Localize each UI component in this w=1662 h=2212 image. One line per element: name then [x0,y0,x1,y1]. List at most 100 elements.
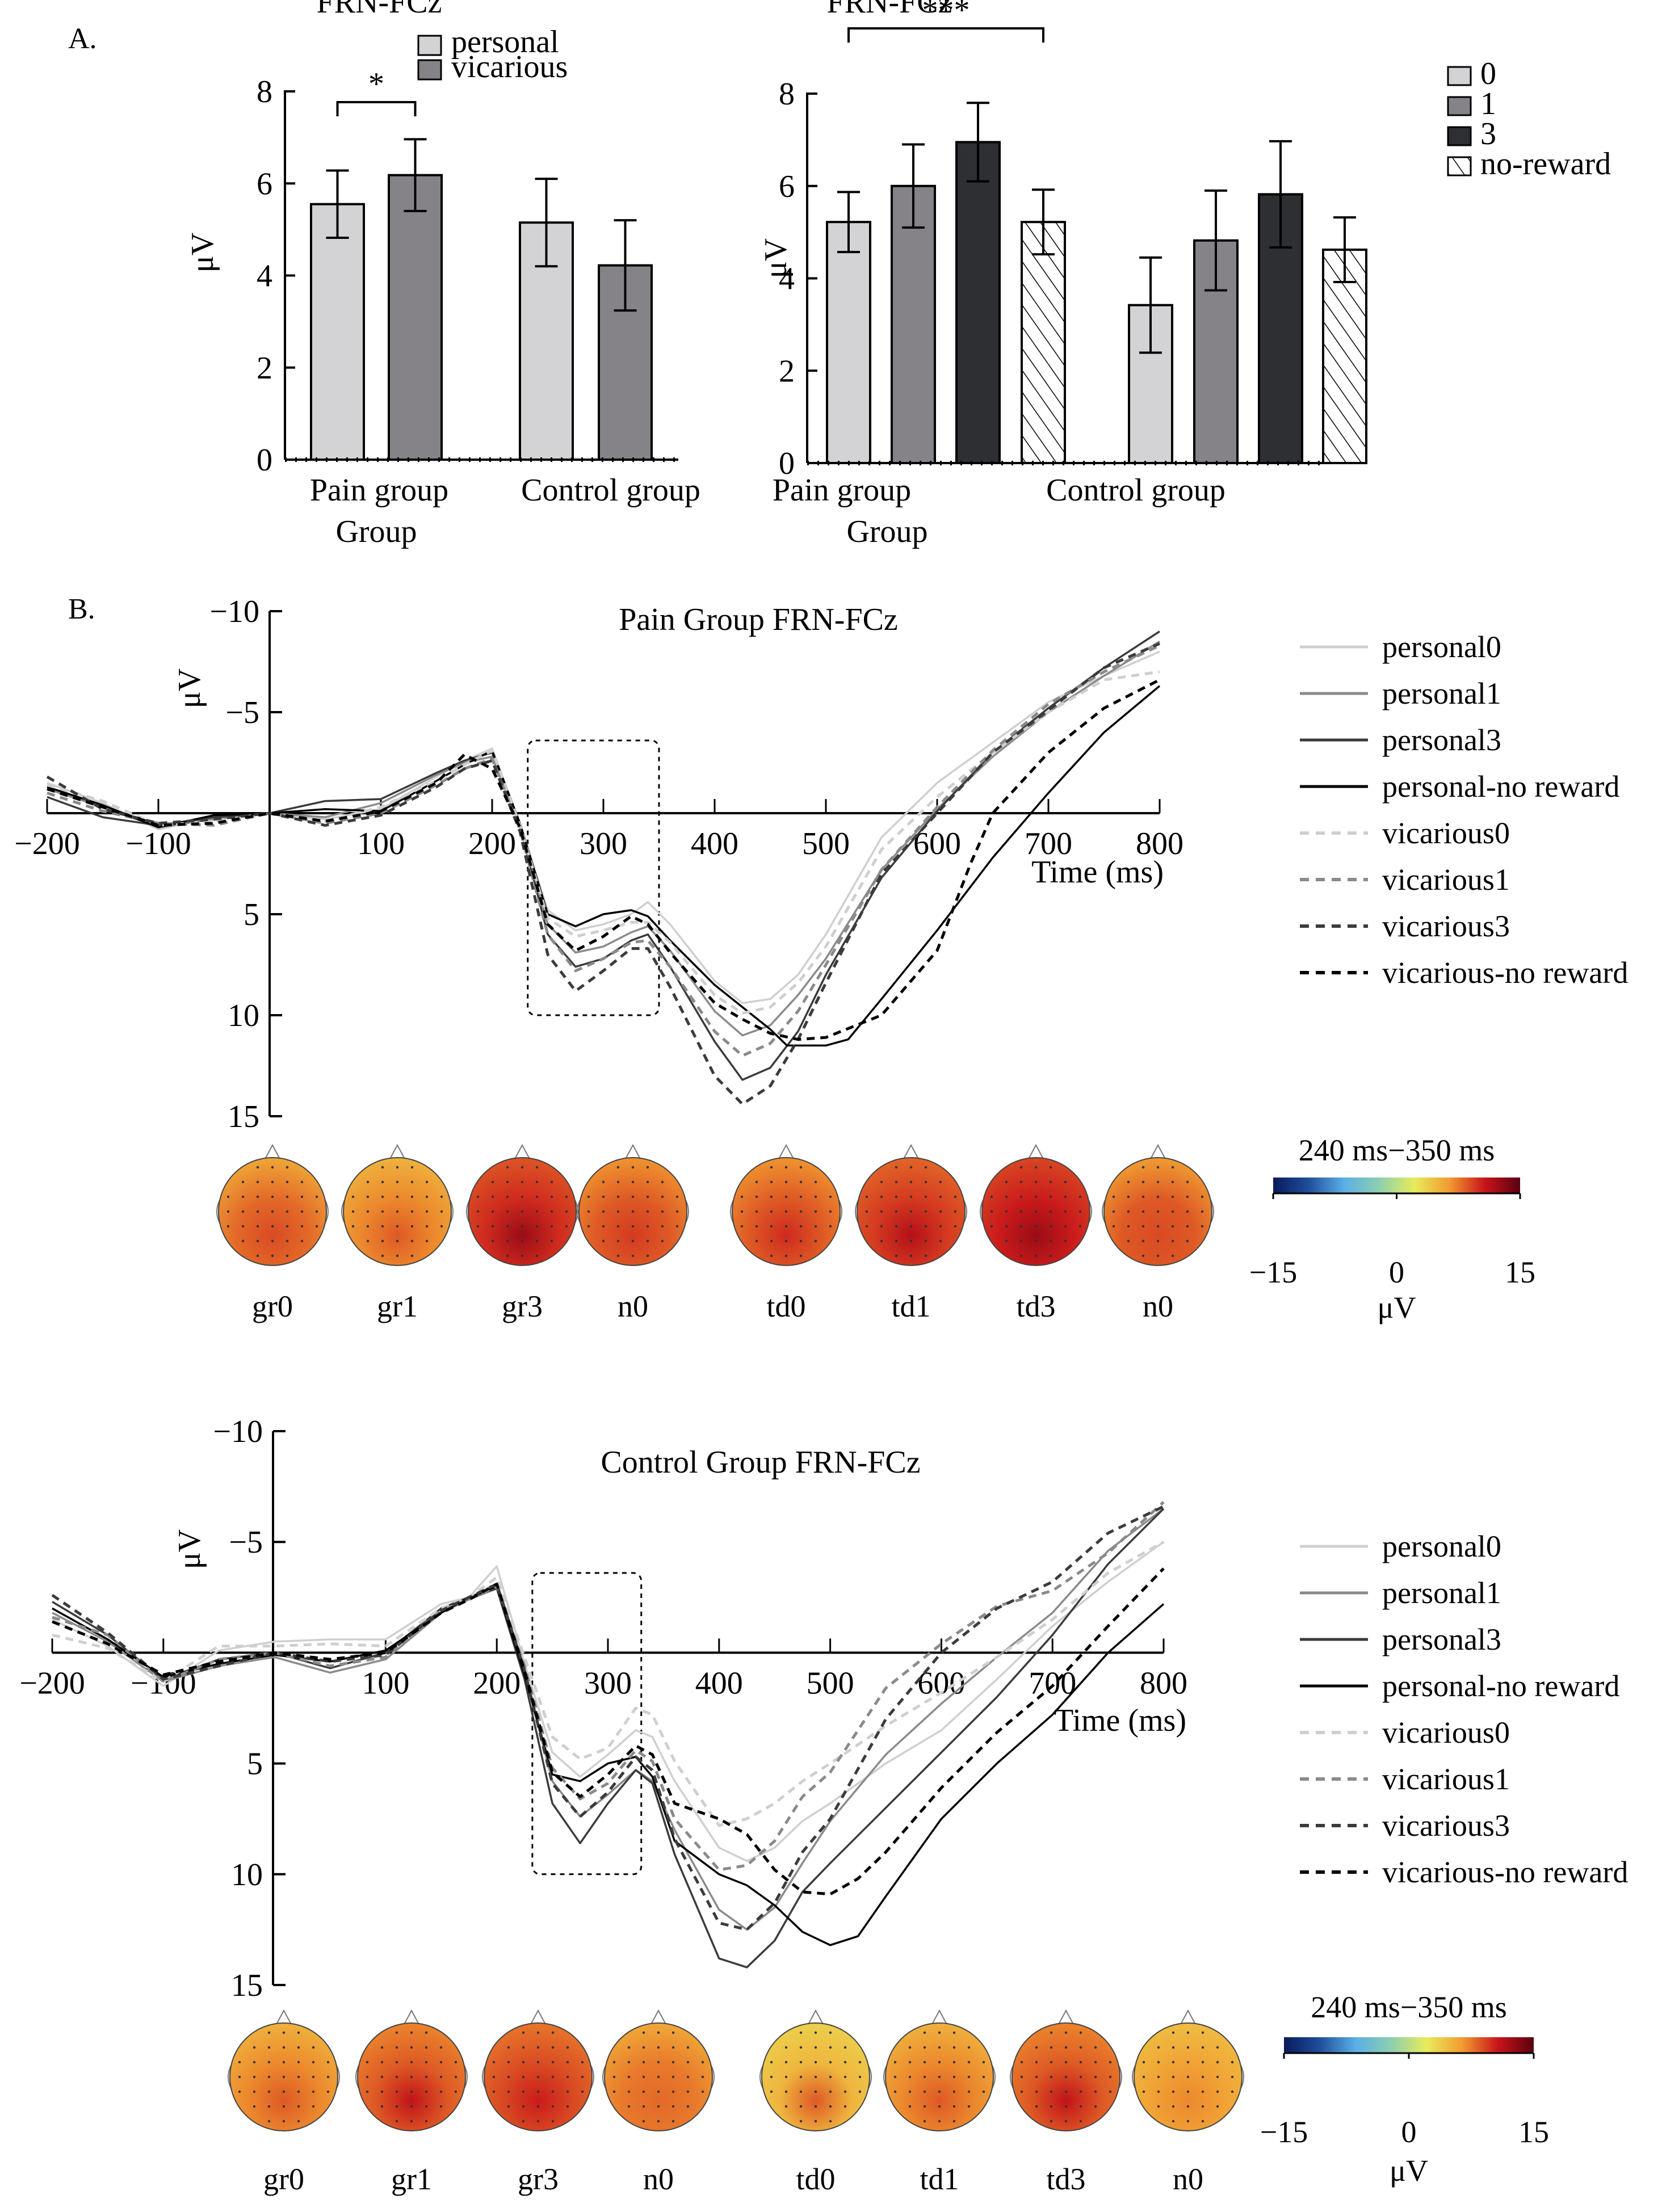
electrode-dot [843,2060,847,2064]
x-tick-label: 700 [1025,826,1072,861]
electrode-dot [1231,2060,1234,2064]
electrode-dot [1112,1195,1115,1198]
electrode-dot [1186,2031,1190,2034]
colorbar-title: 240 ms−350 ms [1299,1133,1495,1167]
electrode-dot [550,1180,553,1184]
electrode-dot [366,2060,369,2064]
legend-label: vicarious0 [1382,1715,1510,1750]
electrode-dot [282,2060,286,2064]
electrode-dot [551,2090,555,2093]
electrode-dot [550,1239,553,1243]
electrode-dot [253,2075,256,2079]
electrode-dot [657,2105,660,2108]
erp-line-personal1 [52,1508,1165,1931]
bar [1128,304,1173,464]
electrode-dot [642,2120,645,2123]
electrode-dot [1035,2105,1038,2108]
electrode-dot [1050,2120,1053,2123]
electrode-dot [671,2075,675,2079]
electrode-dot [675,1195,679,1198]
electrode-dot [1171,1254,1174,1258]
electrode-dot [551,2046,555,2049]
legend-swatch-3 [1447,126,1472,146]
electrode-dot [286,1239,289,1243]
electrode-dot [675,1210,679,1213]
electrode-dot [814,1195,817,1198]
electrode-dot [1064,2075,1068,2079]
head-nose [807,2009,824,2026]
significance-bracket [847,27,1044,43]
electrode-dot [535,1254,539,1258]
y-tick-label: −10 [209,594,259,629]
electrode-dot [1079,2120,1082,2123]
electrode-dot [492,2060,496,2064]
electrode-dot [1005,1239,1008,1243]
electrode-dot [938,2120,941,2123]
x-axis-label: Group [335,514,417,549]
electrode-dot [924,1166,927,1169]
electrode-dot [701,2060,704,2064]
electrode-dot [909,1180,913,1184]
legend: personal vicarious [417,24,568,85]
electrode-dot [326,2060,330,2064]
electrode-dot [880,1195,883,1198]
electrode-dot [952,2120,956,2123]
electrode-dot [256,1180,259,1184]
electrode-dot [1034,1195,1038,1198]
electrode-dot [1112,1210,1115,1213]
electrode-dot [642,2075,645,2079]
electrode-dot [642,2031,645,2034]
electrode-dot [1172,2120,1175,2123]
electrode-dot [1094,2105,1097,2108]
legend-label: no-reward [1480,146,1611,182]
electrode-dot [1172,2105,1175,2108]
electrode-dot [671,2031,675,2034]
electrode-dot [1216,2075,1219,2079]
electrode-dot [1141,1210,1145,1213]
electrode-dot [1049,1210,1052,1213]
electrode-dot [1064,2060,1068,2064]
topomap-row-pain: gr0 gr1 gr3 n0 td0 td1 td3 n0 240 ms−350 ms −15 0 1… [216,1133,1535,1324]
category-label: Control group [521,473,700,508]
topomap-head [602,2009,715,2131]
electrode-dot [521,1210,524,1213]
x-tick-label: 300 [584,1666,632,1701]
electrode-dot [1079,2046,1082,2049]
head-nose [1027,1143,1044,1160]
electrode-dot [924,1239,927,1243]
electrode-dot [297,2060,300,2064]
electrode-dot [1201,1195,1204,1198]
legend-label: vicarious-no reward [1382,1855,1628,1889]
erp-line-vicarious3 [51,1505,1165,1931]
legend-label: vicarious0 [1382,816,1510,850]
electrode-dot [843,2046,847,2049]
electrode-dot [1141,1239,1145,1243]
electrode-dot [1216,2105,1219,2108]
electrode-dot [581,2075,584,2079]
electrode-dot [755,1180,758,1184]
electrode-dot [1201,2060,1204,2064]
head-nose [264,1143,281,1160]
electrode-dot [1156,1195,1160,1198]
electrode-dot [671,2090,675,2093]
electrode-dot [627,2075,631,2079]
electrode-dot [784,2060,788,2064]
electrode-dot [1142,2090,1145,2093]
electrode-dot [522,2046,525,2049]
legend-label: vicarious3 [1382,1809,1510,1843]
electrode-dot [858,2090,862,2093]
electrode-dot [1019,1210,1023,1213]
electrode-dot [366,2090,369,2093]
electrode-dot [238,2090,241,2093]
significance-bracket [336,101,417,116]
electrode-dot [1079,2090,1082,2093]
electrode-dot [1172,2075,1175,2079]
electrode-dot [506,1254,509,1258]
electrode-dot [616,1210,620,1213]
electrode-dot [425,1225,429,1228]
electrode-dot [381,1166,384,1169]
electrode-dot [939,1225,942,1228]
erp-line-vicarious1 [47,644,1161,1057]
electrode-dot [893,2060,897,2064]
electrode-dot [616,1180,620,1184]
